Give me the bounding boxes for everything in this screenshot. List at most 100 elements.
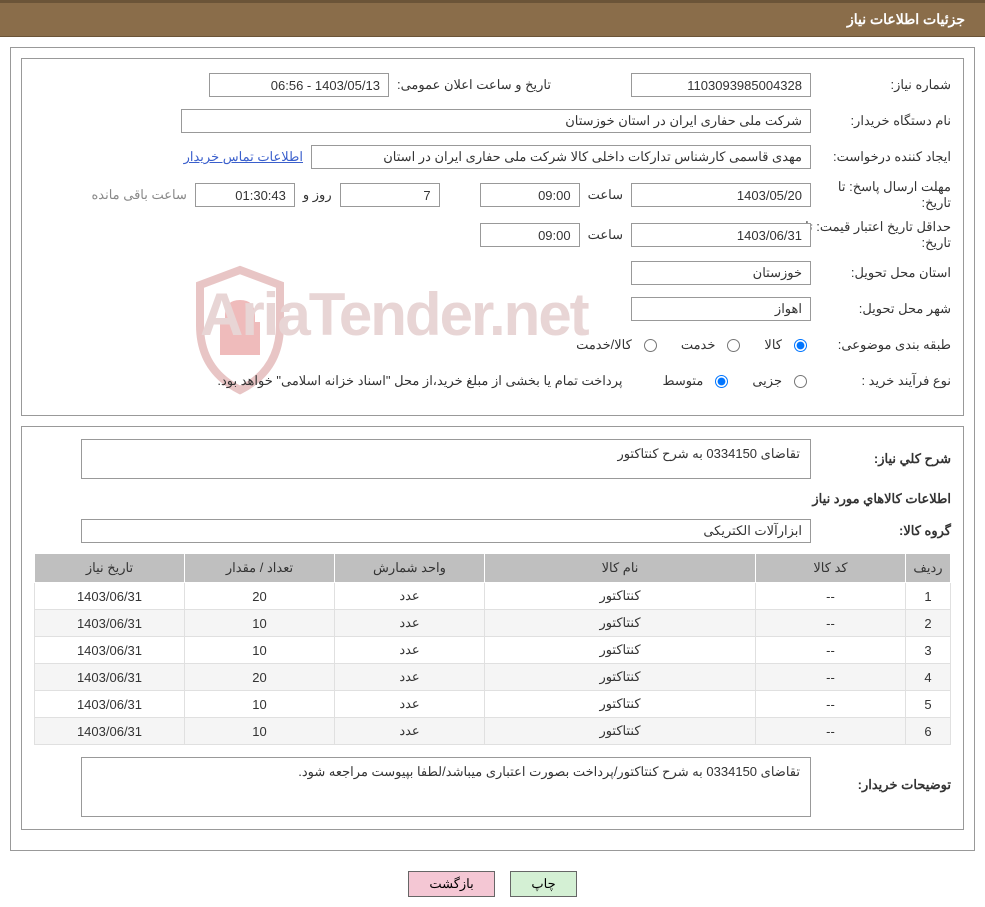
cell-date: 1403/06/31 — [35, 610, 185, 637]
goods-info-title: اطلاعات کالاهاي مورد نياز — [34, 491, 951, 507]
buyer-contact-link[interactable]: اطلاعات تماس خریدار — [184, 149, 303, 165]
buyer-notes-value: تقاضای 0334150 به شرح کنتاکتور/پرداخت بص… — [81, 757, 811, 817]
delivery-province-label: استان محل تحویل: — [811, 265, 951, 281]
goods-section: شرح کلي نياز: تقاضای 0334150 به شرح کنتا… — [21, 426, 964, 830]
radio-service[interactable] — [727, 339, 740, 352]
cell-date: 1403/06/31 — [35, 664, 185, 691]
general-desc-label: شرح کلي نياز: — [811, 451, 951, 467]
cell-idx: 1 — [906, 583, 951, 610]
row-requester: ایجاد کننده درخواست: مهدی قاسمی کارشناس … — [34, 143, 951, 171]
page-title: جزئیات اطلاعات نیاز — [847, 11, 965, 27]
cell-code: -- — [756, 664, 906, 691]
print-button[interactable]: چاپ — [510, 871, 576, 897]
delivery-city-value: اهواز — [631, 297, 811, 321]
cell-code: -- — [756, 583, 906, 610]
remaining-label: ساعت باقی مانده — [91, 187, 186, 203]
info-section: شماره نیاز: 1103093985004328 تاریخ و ساع… — [21, 58, 964, 416]
time-remaining-value: 01:30:43 — [195, 183, 295, 207]
table-row: 5--کنتاکتورعدد101403/06/31 — [35, 691, 951, 718]
cell-idx: 5 — [906, 691, 951, 718]
radio-partial[interactable] — [794, 375, 807, 388]
need-number-value: 1103093985004328 — [631, 73, 811, 97]
cell-name: کنتاکتور — [485, 718, 756, 745]
delivery-city-label: شهر محل تحویل: — [811, 301, 951, 317]
row-buyer-org: نام دستگاه خریدار: شرکت ملی حفاری ایران … — [34, 107, 951, 135]
row-delivery-city: شهر محل تحویل: اهواز — [34, 295, 951, 323]
table-row: 6--کنتاکتورعدد101403/06/31 — [35, 718, 951, 745]
cell-date: 1403/06/31 — [35, 691, 185, 718]
cell-name: کنتاکتور — [485, 637, 756, 664]
row-delivery-province: استان محل تحویل: خوزستان — [34, 259, 951, 287]
cell-code: -- — [756, 718, 906, 745]
goods-table: ردیف کد کالا نام کالا واحد شمارش تعداد /… — [34, 553, 951, 745]
table-row: 1--کنتاکتورعدد201403/06/31 — [35, 583, 951, 610]
cell-code: -- — [756, 637, 906, 664]
deadline-date-value: 1403/05/20 — [631, 183, 811, 207]
cell-unit: عدد — [335, 610, 485, 637]
announce-datetime-label: تاریخ و ساعت اعلان عمومی: — [397, 77, 551, 93]
back-button[interactable]: بازگشت — [408, 871, 494, 897]
radio-partial-label: جزیی — [752, 373, 782, 389]
cell-unit: عدد — [335, 583, 485, 610]
row-general-desc: شرح کلي نياز: تقاضای 0334150 به شرح کنتا… — [34, 439, 951, 479]
th-idx: ردیف — [906, 554, 951, 583]
cell-unit: عدد — [335, 637, 485, 664]
goods-group-label: گروه کالا: — [811, 523, 951, 539]
cell-qty: 10 — [185, 610, 335, 637]
radio-service-label: خدمت — [681, 337, 716, 353]
cell-unit: عدد — [335, 718, 485, 745]
announce-datetime-value: 1403/05/13 - 06:56 — [209, 73, 389, 97]
purchase-type-label: نوع فرآیند خرید : — [811, 373, 951, 389]
table-row: 4--کنتاکتورعدد201403/06/31 — [35, 664, 951, 691]
days-remaining-value: 7 — [340, 183, 440, 207]
cell-unit: عدد — [335, 691, 485, 718]
th-qty: تعداد / مقدار — [185, 554, 335, 583]
cell-qty: 20 — [185, 664, 335, 691]
cell-idx: 4 — [906, 664, 951, 691]
cell-unit: عدد — [335, 664, 485, 691]
classification-label: طبقه بندی موضوعی: — [811, 337, 951, 353]
row-purchase-type: نوع فرآیند خرید : جزیی متوسط پرداخت تمام… — [34, 367, 951, 395]
radio-goods-service-label: کالا/خدمت — [576, 337, 632, 353]
radio-medium-label: متوسط — [662, 373, 703, 389]
row-classification: طبقه بندی موضوعی: کالا خدمت کالا/خدمت — [34, 331, 951, 359]
cell-qty: 10 — [185, 718, 335, 745]
time-label-2: ساعت — [588, 227, 623, 243]
th-code: کد کالا — [756, 554, 906, 583]
buyer-org-label: نام دستگاه خریدار: — [811, 113, 951, 129]
radio-goods-service[interactable] — [644, 339, 657, 352]
min-validity-date-value: 1403/06/31 — [631, 223, 811, 247]
delivery-province-value: خوزستان — [631, 261, 811, 285]
deadline-label: مهلت ارسال پاسخ: تا تاریخ: — [811, 179, 951, 211]
time-label-1: ساعت — [588, 187, 623, 203]
cell-qty: 10 — [185, 691, 335, 718]
cell-date: 1403/06/31 — [35, 718, 185, 745]
cell-code: -- — [756, 691, 906, 718]
th-date: تاریخ نیاز — [35, 554, 185, 583]
cell-code: -- — [756, 610, 906, 637]
deadline-time-value: 09:00 — [480, 183, 580, 207]
th-unit: واحد شمارش — [335, 554, 485, 583]
goods-group-value: ابزارآلات الکتریکی — [81, 519, 811, 543]
cell-qty: 20 — [185, 583, 335, 610]
cell-name: کنتاکتور — [485, 691, 756, 718]
row-buyer-notes: توضیحات خریدار: تقاضای 0334150 به شرح کن… — [34, 757, 951, 817]
min-validity-time-value: 09:00 — [480, 223, 580, 247]
days-label: روز و — [303, 187, 332, 203]
requester-value: مهدی قاسمی کارشناس تدارکات داخلی کالا شر… — [311, 145, 811, 169]
buyer-org-value: شرکت ملی حفاری ایران در استان خوزستان — [181, 109, 811, 133]
requester-label: ایجاد کننده درخواست: — [811, 149, 951, 165]
cell-idx: 2 — [906, 610, 951, 637]
general-desc-value: تقاضای 0334150 به شرح کنتاکتور — [81, 439, 811, 479]
row-min-validity: حداقل تاریخ اعتبار قیمت: تا تاریخ: 1403/… — [34, 219, 951, 251]
row-deadline: مهلت ارسال پاسخ: تا تاریخ: 1403/05/20 سا… — [34, 179, 951, 211]
radio-goods-label: کالا — [764, 337, 782, 353]
cell-name: کنتاکتور — [485, 610, 756, 637]
purchase-note: پرداخت تمام یا بخشی از مبلغ خرید،از محل … — [217, 373, 622, 389]
page-header: جزئیات اطلاعات نیاز — [0, 0, 985, 37]
radio-medium[interactable] — [715, 375, 728, 388]
cell-date: 1403/06/31 — [35, 583, 185, 610]
th-name: نام کالا — [485, 554, 756, 583]
cell-qty: 10 — [185, 637, 335, 664]
radio-goods[interactable] — [794, 339, 807, 352]
